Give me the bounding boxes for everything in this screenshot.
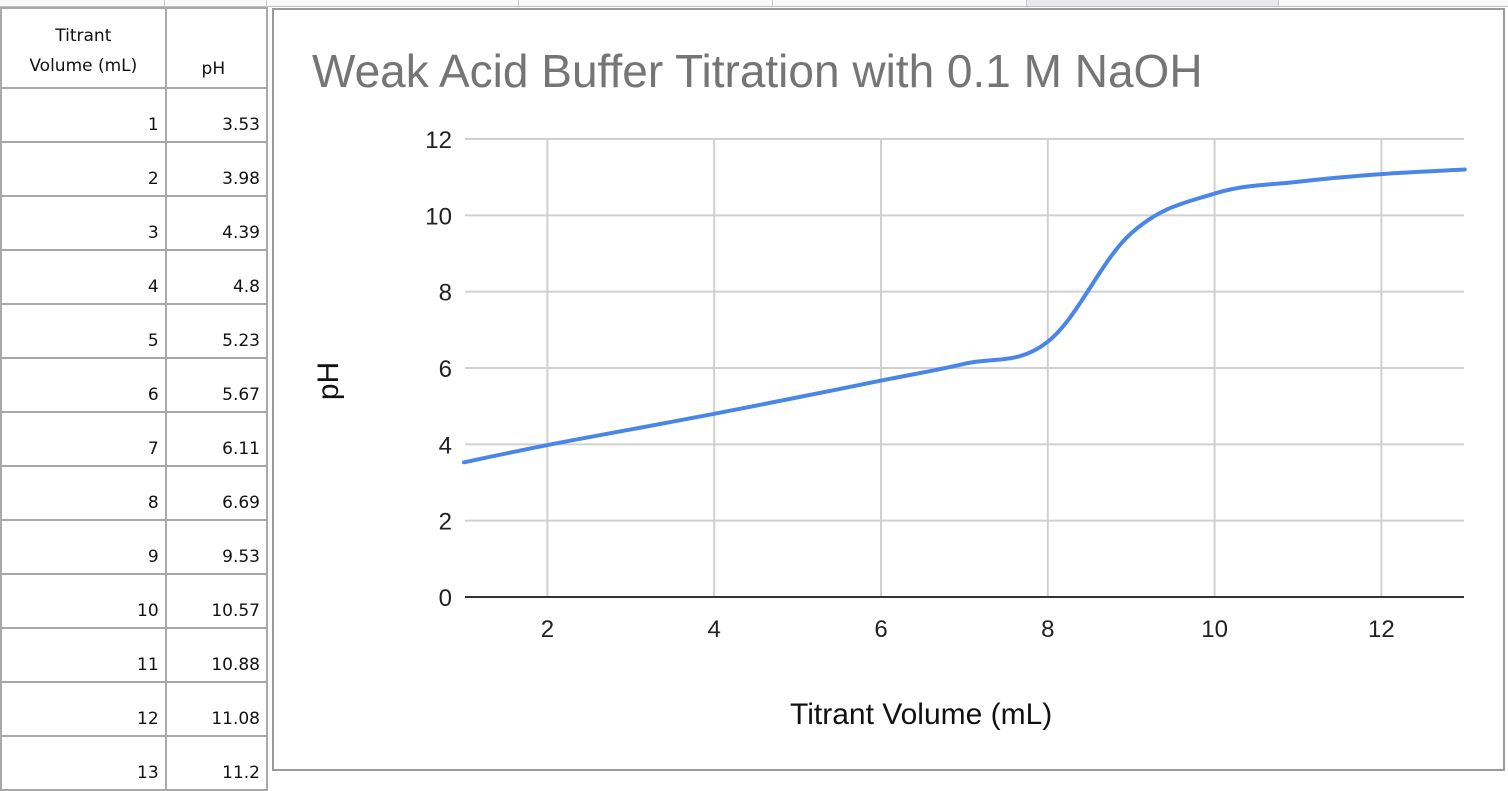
y-tick-label: 10	[425, 203, 452, 230]
cell-volume[interactable]: 8	[0, 465, 167, 521]
cell-ph[interactable]: 3.53	[164, 87, 269, 143]
table-row: 10 10.57	[0, 573, 269, 629]
column-divider	[164, 0, 165, 6]
header-label: pH	[201, 59, 226, 79]
x-tick-label: 6	[874, 616, 887, 643]
table-row: 3 4.39	[0, 195, 269, 251]
table-row: 1 3.53	[0, 87, 269, 143]
cell-volume[interactable]: 4	[0, 249, 167, 305]
column-divider	[518, 0, 519, 6]
ph-series-line[interactable]	[462, 167, 1467, 465]
data-table: Titrant Volume (mL) pH 1 3.53 2 3.98 3 4.39…	[0, 7, 269, 791]
cell-ph[interactable]: 5.23	[164, 303, 269, 359]
column-header-strip	[0, 0, 1508, 7]
x-tick-label: 8	[1041, 616, 1054, 643]
y-axis-ticks: 0 2 4 6 8 10 12	[425, 127, 452, 612]
cell-ph[interactable]: 9.53	[164, 519, 269, 575]
cell-volume[interactable]: 7	[0, 411, 167, 467]
cell-ph[interactable]: 6.69	[164, 465, 269, 521]
table-row: 12 11.08	[0, 681, 269, 737]
cell-volume[interactable]: 2	[0, 141, 167, 197]
cell-volume[interactable]: 1	[0, 87, 167, 143]
chart-container[interactable]	[272, 8, 1505, 771]
y-tick-label: 12	[425, 127, 452, 154]
table-row: 7 6.11	[0, 411, 269, 467]
cell-ph[interactable]: 11.08	[164, 681, 269, 737]
cell-volume[interactable]: 3	[0, 195, 167, 251]
y-tick-label: 0	[439, 585, 452, 612]
cell-volume[interactable]: 10	[0, 573, 167, 629]
x-tick-label: 10	[1201, 616, 1228, 643]
table-row: 4 4.8	[0, 249, 269, 305]
x-axis-ticks: 2 4 6 8 10 12	[541, 616, 1395, 643]
table-row: 11 10.88	[0, 627, 269, 683]
y-tick-label: 8	[439, 280, 452, 307]
cell-ph[interactable]: 10.57	[164, 573, 269, 629]
x-tick-label: 2	[541, 616, 554, 643]
x-tick-label: 4	[708, 616, 721, 643]
selected-column-header[interactable]	[1026, 0, 1278, 6]
header-titrant-volume[interactable]: Titrant Volume (mL)	[0, 7, 167, 89]
header-ph[interactable]: pH	[164, 7, 269, 89]
y-tick-label: 2	[439, 509, 452, 536]
column-divider	[266, 0, 267, 6]
cell-volume[interactable]: 11	[0, 627, 167, 683]
cell-ph[interactable]: 5.67	[164, 357, 269, 413]
table-row: 6 5.67	[0, 357, 269, 413]
cell-ph[interactable]: 4.39	[164, 195, 269, 251]
cell-volume[interactable]: 5	[0, 303, 167, 359]
header-label-line2: Volume (mL)	[29, 56, 138, 76]
table-row: 5 5.23	[0, 303, 269, 359]
column-divider	[1278, 0, 1279, 6]
header-row: Titrant Volume (mL) pH	[0, 7, 269, 89]
cell-volume[interactable]: 12	[0, 681, 167, 737]
cell-volume[interactable]: 9	[0, 519, 167, 575]
column-divider	[772, 0, 773, 6]
cell-ph[interactable]: 3.98	[164, 141, 269, 197]
y-tick-label: 6	[439, 356, 452, 383]
x-axis-title: Titrant Volume (mL)	[790, 698, 1052, 731]
chart-title: Weak Acid Buffer Titration with 0.1 M Na…	[312, 45, 1203, 97]
header-label-line1: Titrant	[55, 26, 112, 46]
y-axis-title: pH	[312, 362, 345, 400]
x-tick-label: 12	[1368, 616, 1395, 643]
table-row: 9 9.53	[0, 519, 269, 575]
table-row: 2 3.98	[0, 141, 269, 197]
column-divider	[1026, 0, 1027, 6]
y-tick-label: 4	[439, 432, 452, 459]
cell-ph[interactable]: 10.88	[164, 627, 269, 683]
gridlines	[465, 138, 1464, 597]
cell-ph[interactable]: 6.11	[164, 411, 269, 467]
cell-volume[interactable]: 6	[0, 357, 167, 413]
table-row: 8 6.69	[0, 465, 269, 521]
cell-ph[interactable]: 4.8	[164, 249, 269, 305]
